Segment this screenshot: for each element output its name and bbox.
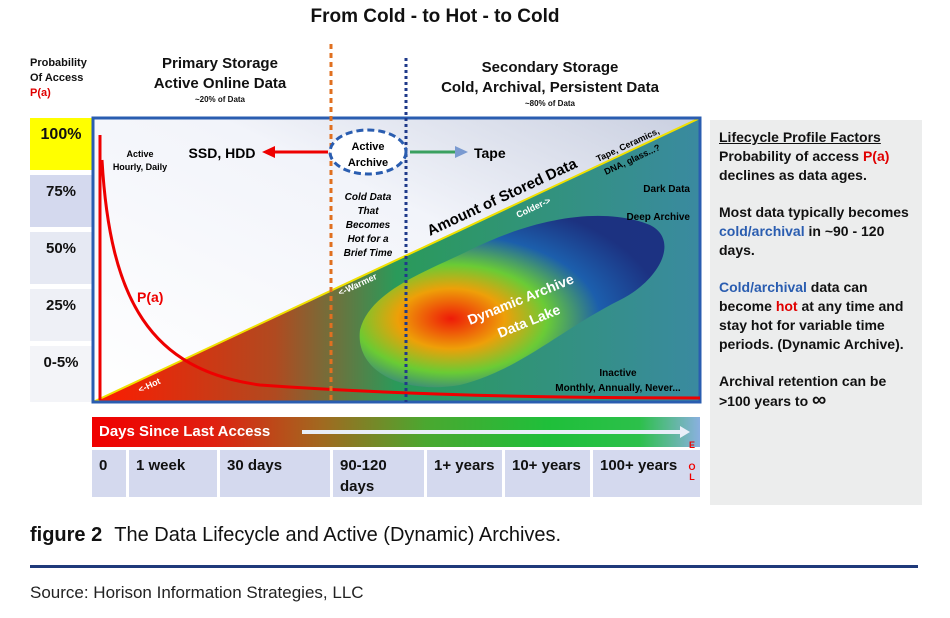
- timeline-cell: 90-120 days: [333, 450, 424, 497]
- hot-term: hot: [775, 298, 798, 314]
- ssd-hdd-label: SSD, HDD: [189, 145, 256, 161]
- timeline-cell: 10+ years: [505, 450, 590, 497]
- prob-level-100: 100%: [30, 118, 92, 170]
- prob-header-pa: P(a): [30, 87, 51, 99]
- text: Archival retention can be >100 years to: [719, 373, 887, 409]
- triangle-edge: [92, 117, 701, 403]
- chart-frame: [91, 116, 702, 404]
- lifecycle-factors-panel: Lifecycle Profile Factors Probability of…: [710, 120, 922, 505]
- primary-storage-header: Primary Storage Active Online Data ~20% …: [120, 54, 320, 106]
- eol-letter: O: [688, 462, 696, 472]
- text: Most data typically becomes: [719, 204, 909, 220]
- panel-heading: Lifecycle Profile Factors: [719, 129, 881, 145]
- secondary-storage-header: Secondary Storage Cold, Archival, Persis…: [420, 58, 680, 110]
- factor-cold-timing: Most data typically becomes cold/archiva…: [719, 203, 913, 260]
- cold-term: Cold/archival: [719, 279, 807, 295]
- probability-header: Probability Of Access P(a): [30, 56, 87, 101]
- secondary-title: Secondary Storage: [481, 59, 619, 76]
- divider-rule: [30, 565, 918, 568]
- prob-header-line: Of Access: [30, 72, 84, 84]
- timeline-cell: 100+ years: [593, 450, 700, 497]
- deep-archive-label: Deep Archive: [626, 212, 690, 223]
- pa-term: P(a): [862, 148, 890, 164]
- dark-data-label: Dark Data: [643, 184, 690, 195]
- inactive-label: Inactive: [599, 368, 637, 379]
- cold-data-note: Cold Data: [345, 192, 392, 203]
- source-credit: Source: Horison Information Strategies, …: [30, 583, 364, 602]
- eol-marker: E O L: [688, 440, 696, 482]
- factor-dynamic-archive: Cold/archival data can become hot at any…: [719, 278, 913, 354]
- prob-level-75: 75%: [30, 175, 92, 227]
- text: declines as data ages.: [719, 167, 867, 183]
- days-since-access-label: Days Since Last Access: [99, 423, 271, 440]
- pa-curve: [100, 159, 701, 400]
- text: data can become: [719, 279, 868, 314]
- active-label: Active: [126, 149, 153, 159]
- primary-title: Primary Storage: [162, 55, 278, 72]
- caption-text: The Data Lifecycle and Active (Dynamic) …: [114, 524, 562, 546]
- cold-data-note: Brief Time: [344, 248, 393, 259]
- active-frequency-label: Hourly, Daily: [113, 162, 167, 172]
- text: in ~90 - 120 days.: [719, 223, 885, 258]
- inactive-frequency-label: Monthly, Annually, Never...: [555, 383, 681, 394]
- tape-label: Tape: [474, 145, 506, 161]
- arrow-head-right: [455, 146, 468, 158]
- factor-probability: Probability of access P(a) declines as d…: [719, 147, 913, 185]
- timeline-arrow-icon: [680, 426, 690, 438]
- eol-letter: L: [689, 472, 695, 482]
- text: at any time and stay hot for variable ti…: [719, 298, 904, 352]
- caption-label: figure 2: [30, 524, 103, 546]
- active-archive-label: Archive: [348, 157, 388, 169]
- primary-subtitle: Active Online Data: [153, 75, 287, 92]
- secondary-share: ~80% of Data: [524, 99, 576, 108]
- days-since-access-bar: Days Since Last Access: [92, 417, 700, 447]
- timeline-cell: 0: [92, 450, 126, 497]
- prob-level-25: 25%: [30, 289, 92, 341]
- pa-curve-label: P(a): [137, 289, 163, 305]
- data-lake-blob: [359, 215, 665, 388]
- figure-caption: figure 2 The Data Lifecycle and Active (D…: [30, 524, 561, 547]
- text: Probability of access: [719, 148, 863, 164]
- prob-level-0-5: 0-5%: [30, 346, 92, 402]
- prob-level-50: 50%: [30, 232, 92, 284]
- active-archive-cloud: [328, 128, 408, 176]
- timeline-cell: 1 week: [129, 450, 217, 497]
- factor-retention: Archival retention can be >100 years to …: [719, 372, 913, 411]
- active-archive-label: Active: [351, 141, 384, 153]
- timeline-arrow-shaft: [302, 430, 682, 434]
- cold-data-note: That: [357, 206, 379, 217]
- arrow-head-left: [262, 146, 275, 158]
- timeline-cell: 30 days: [220, 450, 330, 497]
- secondary-subtitle: Cold, Archival, Persistent Data: [441, 79, 659, 96]
- primary-share: ~20% of Data: [194, 95, 246, 104]
- cold-term: cold/archival: [719, 223, 805, 239]
- infinity-symbol: ∞: [812, 389, 827, 411]
- figure-title: From Cold - to Hot - to Cold: [310, 6, 560, 27]
- prob-header-line: Probability: [30, 57, 87, 69]
- cold-data-note: Hot for a: [347, 234, 389, 245]
- eol-letter: E: [688, 440, 695, 450]
- timeline-cell: 1+ years: [427, 450, 502, 497]
- cold-data-note: Becomes: [346, 220, 391, 231]
